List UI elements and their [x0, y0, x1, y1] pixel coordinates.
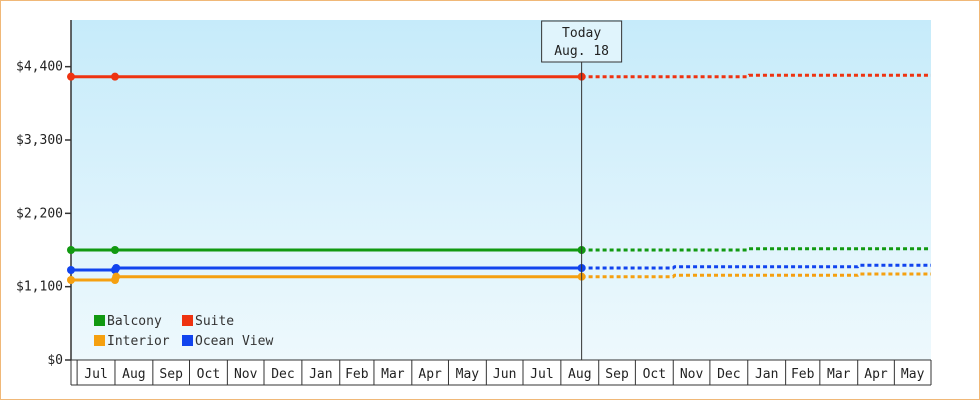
month-label: Aug — [568, 367, 591, 382]
month-label: Nov — [234, 367, 258, 382]
y-tick-label: $0 — [47, 353, 63, 368]
month-label: Aug — [122, 367, 145, 382]
today-marker: Today Aug. 18 — [541, 20, 623, 360]
y-tick-label: $2,200 — [16, 206, 63, 221]
today-callout-date: Aug. 18 — [554, 44, 609, 59]
month-label: Oct — [643, 367, 666, 382]
legend-label-interior: Interior — [107, 334, 170, 349]
month-label: Apr — [418, 367, 442, 382]
legend-label-balcony: Balcony — [107, 314, 162, 329]
legend: Balcony Suite Interior Ocean View — [94, 314, 273, 349]
legend-label-ocean-view: Ocean View — [195, 334, 273, 349]
suite-forecast-line — [581, 73, 931, 79]
ocean-view-point — [112, 264, 121, 272]
month-label: Mar — [827, 367, 851, 382]
legend-swatch-ocean-view — [182, 335, 193, 346]
legend-swatch-interior — [94, 335, 105, 346]
legend-label-suite: Suite — [195, 314, 234, 329]
interior-forecast-line — [581, 272, 931, 279]
month-label: Jan — [309, 367, 332, 382]
ocean-view-point — [67, 266, 75, 274]
month-label: Jun — [493, 367, 516, 382]
suite-point — [67, 72, 75, 81]
legend-swatch-balcony — [94, 315, 105, 326]
y-tick-label: $1,100 — [16, 280, 63, 295]
y-axis: $0 $1,100 $2,200 $3,300 $4,400 — [16, 20, 72, 368]
month-label: Jul — [530, 367, 553, 382]
month-label: Apr — [864, 367, 888, 382]
month-label: May — [456, 367, 480, 382]
month-label: May — [901, 367, 925, 382]
today-callout-title: Today — [562, 26, 601, 41]
month-label: Jul — [84, 367, 107, 382]
suite-point — [110, 72, 119, 81]
legend-swatch-suite — [182, 315, 193, 326]
y-tick-label: $4,400 — [16, 60, 63, 75]
month-label: Sep — [159, 367, 183, 382]
month-label: Feb — [345, 367, 369, 382]
month-label: Feb — [791, 367, 815, 382]
month-label: Nov — [680, 367, 704, 382]
month-label: Mar — [381, 367, 405, 382]
balcony-forecast-line — [581, 247, 931, 252]
y-tick-label: $3,300 — [16, 133, 63, 148]
month-label: Dec — [717, 367, 740, 382]
month-label: Oct — [197, 367, 220, 382]
month-label: Sep — [605, 367, 629, 382]
ocean-view-forecast-line — [581, 263, 931, 270]
month-label: Dec — [271, 367, 294, 382]
month-label: Jan — [755, 367, 778, 382]
interior-point — [67, 276, 75, 284]
balcony-point — [67, 246, 75, 254]
series-lines — [67, 72, 931, 284]
interior-point — [112, 272, 121, 281]
x-axis: Jul Aug Sep Oct Nov Dec Jan Feb Mar Apr May Jun Jul A… — [70, 359, 932, 386]
plot-background — [71, 20, 931, 360]
balcony-point — [110, 246, 119, 254]
today-callout-box — [541, 20, 623, 63]
